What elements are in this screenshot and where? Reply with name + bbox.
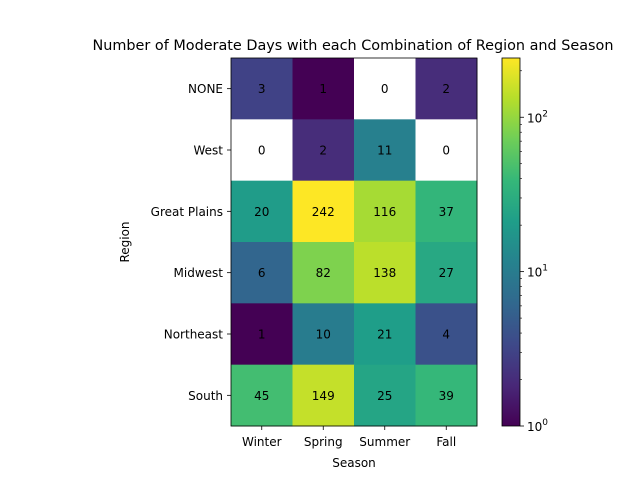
heatmap-cell [354,242,416,304]
y-axis-label: Region [118,221,132,262]
y-tick-label: Northeast [164,328,224,342]
cell-value-label: 2 [442,82,450,96]
cell-value-label: 0 [442,144,450,158]
heatmap-cell [415,364,478,427]
cell-value-label: 82 [316,266,331,280]
heatmap-cell [292,364,355,427]
cell-value-label: 116 [373,205,396,219]
heatmap-cell [354,364,416,427]
cell-value-label: 1 [319,82,327,96]
y-axis-ticks: NONE West Great Plains Midwest Northeast Sout… [151,82,231,403]
y-tick-label: Great Plains [151,205,223,219]
cell-value-label: 1 [258,328,266,342]
heatmap-cell [415,303,478,366]
heatmap-cell [231,58,293,120]
plot-frame [230,57,478,427]
cell-value-label: 10 [316,328,331,342]
cell-value-label: 2 [319,144,327,158]
heatmap-cell [231,303,293,366]
x-tick-label: Fall [436,435,456,449]
heatmap-cell [415,180,478,243]
heatmap-cell [292,58,355,120]
colorbar-ticks: 100 101 102 [520,70,548,434]
y-tick-label: South [188,389,223,403]
heatmap-cell [292,180,355,243]
cell-value-label: 4 [442,328,450,342]
heatmap-cell [292,242,355,304]
heatmap-cell [415,242,478,304]
heatmap-cell [292,119,355,182]
x-tick-label: Spring [304,435,343,449]
cell-value-label: 242 [312,205,335,219]
cell-value-label: 25 [377,389,392,403]
cell-value-label: 0 [258,144,266,158]
cell-value-label: 138 [373,266,396,280]
heatmap-cell [231,242,293,304]
colorbar-tick-label: 101 [527,264,548,280]
y-tick-label: West [193,144,223,158]
x-axis-ticks: Winter Spring Summer Fall [242,426,456,449]
cell-value-label: 37 [439,205,454,219]
heatmap-cell [231,364,293,427]
heatmap-cell [292,303,355,366]
cell-value-label: 20 [254,205,269,219]
heatmap-cell [415,119,478,182]
cell-value-label: 3 [258,82,266,96]
x-tick-label: Summer [359,435,410,449]
x-axis-label: Season [332,456,376,470]
heatmap-cells [231,58,478,427]
heatmap-cell [354,180,416,243]
x-tick-label: Winter [242,435,282,449]
y-tick-label: NONE [188,82,223,96]
cell-value-label: 149 [312,389,335,403]
heatmap-cell [231,119,293,182]
chart-title: Number of Moderate Days with each Combin… [93,38,614,54]
colorbar-tick-label: 102 [527,109,548,125]
cell-value-label: 39 [439,389,454,403]
heatmap-cell [354,119,416,182]
cell-value-label: 21 [377,328,392,342]
cell-value-label: 11 [377,144,392,158]
y-tick-label: Midwest [174,266,224,280]
cell-value-label: 27 [439,266,454,280]
heatmap-cell [354,58,416,120]
colorbar [501,57,521,427]
cell-value-label: 0 [381,82,389,96]
heatmap-cell [354,303,416,366]
cell-value-label: 45 [254,389,269,403]
cell-value-labels: 3 1 0 20 2 11 020 242 116 376 82 138 271 10 21 445 149 25… [254,82,454,403]
colorbar-tick-label: 100 [527,418,548,434]
heatmap-cell [415,58,478,120]
cell-value-label: 6 [258,266,266,280]
heatmap-cell [231,180,293,243]
